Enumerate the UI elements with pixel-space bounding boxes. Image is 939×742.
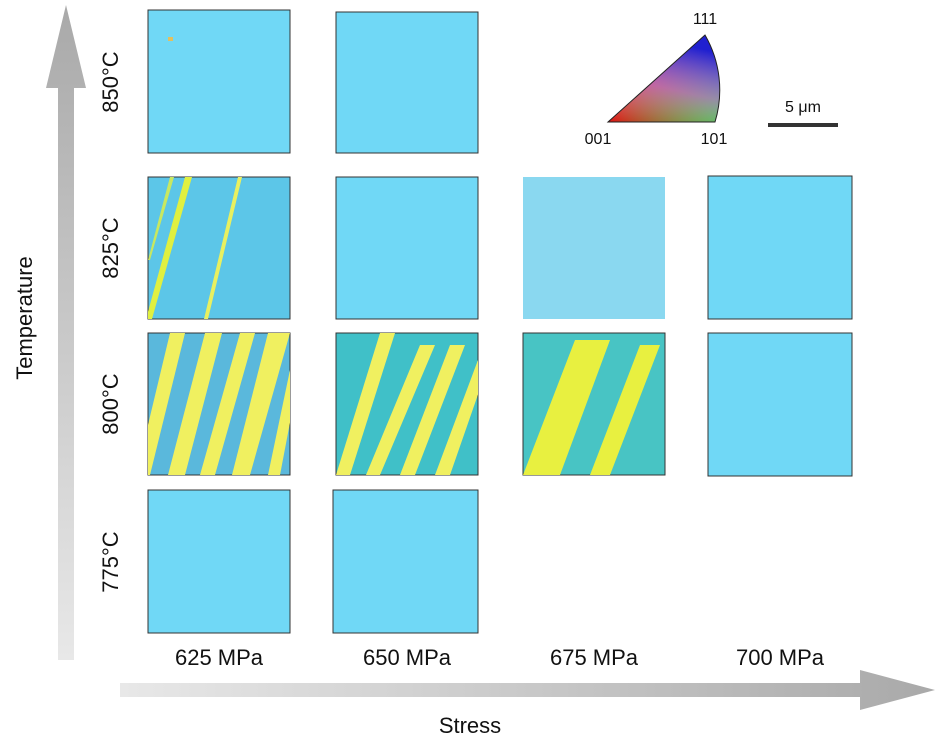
panel [148, 10, 290, 153]
panel [523, 177, 665, 319]
grain [168, 37, 173, 41]
figure: Temperature Stress 850°C 825°C 800°C 775… [0, 0, 939, 742]
row-label: 825°C [98, 217, 123, 279]
y-arrow [46, 5, 86, 660]
scale-bar-label: 5 μm [785, 99, 821, 116]
panel [336, 12, 478, 153]
column-label: 675 MPa [550, 645, 639, 670]
y-axis-label: Temperature [12, 256, 37, 380]
panel [708, 176, 852, 319]
panel [708, 333, 852, 476]
ipf-triangle-overlay [608, 35, 720, 122]
panel [333, 490, 478, 633]
column-label: 650 MPa [363, 645, 452, 670]
legend-label: 001 [585, 131, 612, 148]
panel [336, 177, 478, 319]
row-label: 775°C [98, 531, 123, 593]
legend-label: 101 [701, 131, 728, 148]
legend-label: 111 [693, 11, 717, 28]
column-label: 700 MPa [736, 645, 825, 670]
panel [148, 490, 290, 633]
x-arrow [120, 670, 935, 710]
x-axis-label: Stress [439, 713, 501, 738]
column-label: 625 MPa [175, 645, 264, 670]
panels [148, 10, 852, 633]
row-label: 800°C [98, 373, 123, 435]
row-label: 850°C [98, 51, 123, 113]
